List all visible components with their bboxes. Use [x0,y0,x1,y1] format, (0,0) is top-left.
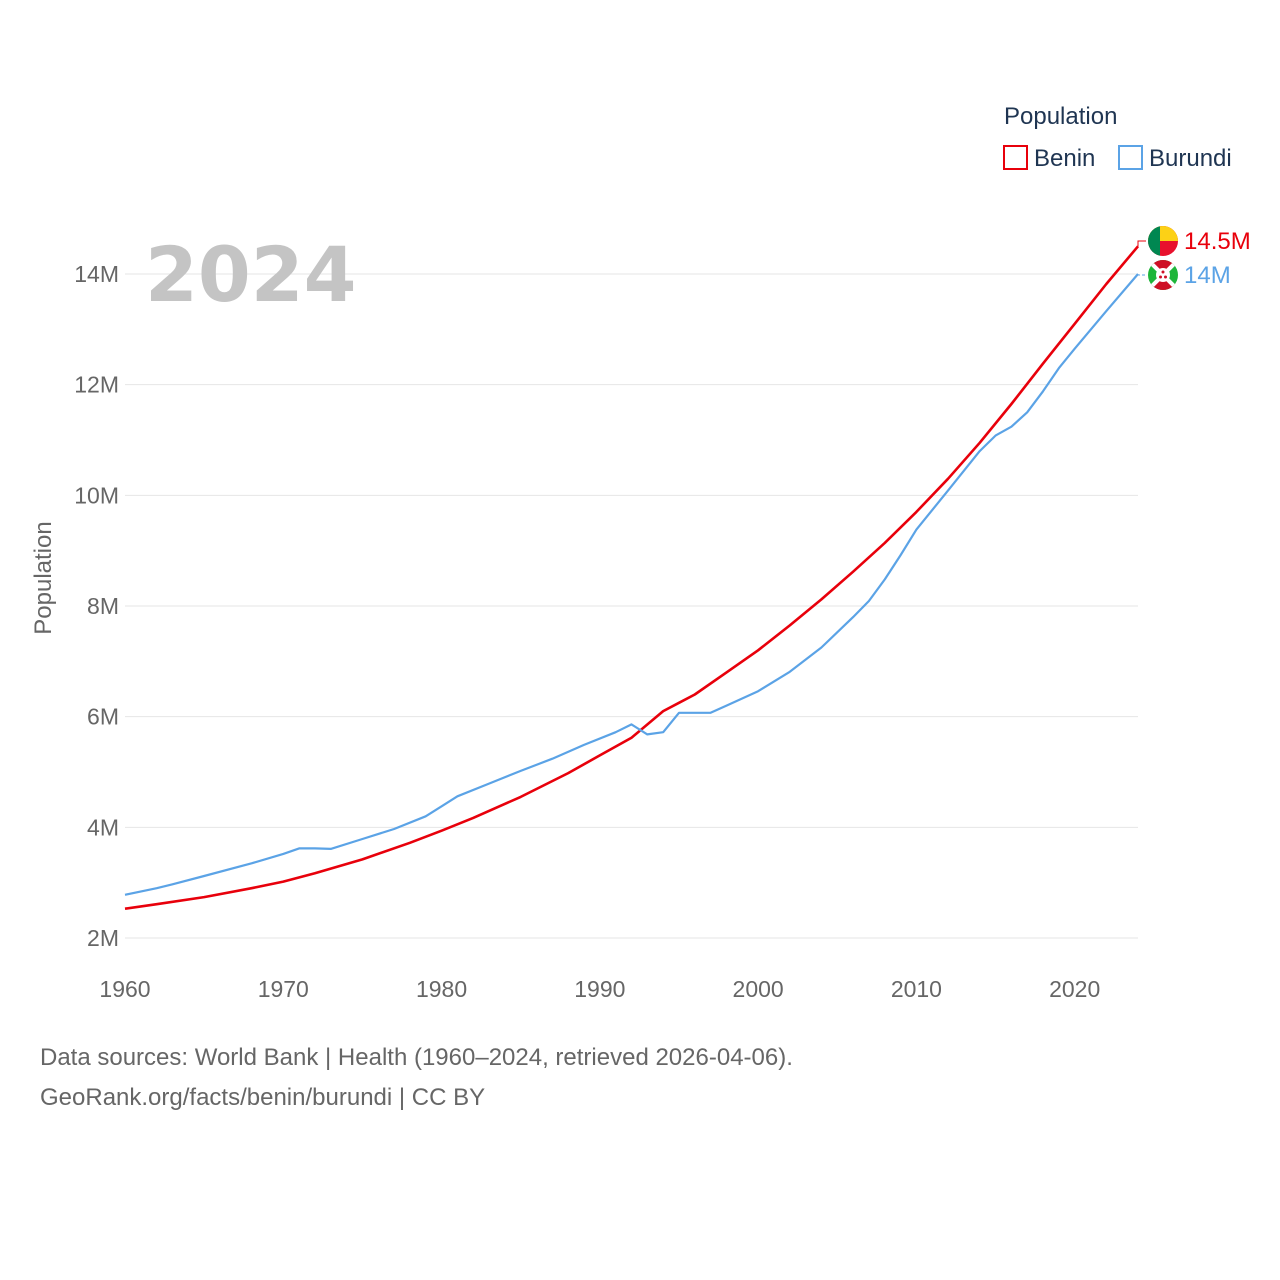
x-tick-label: 1960 [99,976,150,1002]
y-tick-label: 10M [74,482,119,508]
x-tick-label: 2020 [1049,976,1100,1002]
x-tick-label: 1970 [258,976,309,1002]
footer-sources: Data sources: World Bank | Health (1960–… [40,1044,793,1071]
end-label-benin: 14.5M [1184,228,1251,255]
x-axis-ticks: 1960 1970 1980 1990 2000 2010 2020 [99,976,1100,1002]
x-tick-label: 1980 [416,976,467,1002]
legend-swatch-burundi [1118,145,1143,170]
legend-label-burundi: Burundi [1149,145,1232,172]
end-connector [1137,240,1146,247]
series-line-burundi[interactable] [124,273,1139,896]
benin-flag-icon [1148,226,1178,256]
legend: Population Benin Burundi [1003,103,1232,172]
y-tick-label: 6M [87,704,119,730]
end-label-burundi: 14M [1184,262,1231,289]
y-axis-ticks: 2M 4M 6M 8M 10M 12M 14M [74,261,119,951]
series-lines [124,245,1139,910]
legend-title: Population [1004,103,1117,130]
end-connector [1137,274,1146,276]
end-labels: 14.5M 14M [1137,226,1251,290]
y-tick-label: 12M [74,372,119,398]
y-tick-label: 14M [74,261,119,287]
x-tick-label: 2010 [891,976,942,1002]
legend-item-burundi[interactable]: Burundi [1118,145,1232,172]
y-axis-label: Population [30,521,57,634]
legend-item-benin[interactable]: Benin [1003,145,1095,172]
footer-credit[interactable]: GeoRank.org/facts/benin/burundi | CC BY [40,1084,486,1111]
legend-swatch-benin [1003,145,1028,170]
burundi-flag-icon [1148,260,1178,290]
x-tick-label: 2000 [733,976,784,1002]
y-tick-label: 4M [87,814,119,840]
legend-label-benin: Benin [1034,145,1095,172]
y-tick-label: 8M [87,593,119,619]
x-tick-label: 1990 [574,976,625,1002]
gridlines [125,273,1138,939]
current-year-label: 2024 [145,230,357,319]
series-line-benin[interactable] [124,245,1139,910]
y-tick-label: 2M [87,925,119,951]
